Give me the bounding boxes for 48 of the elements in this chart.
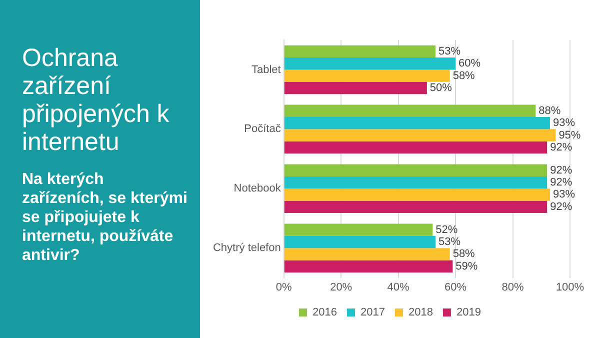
y-tick-label: Tablet	[252, 64, 281, 76]
text: Na kterých zařízeních, se kterými se připojujete k internetu, používáte antivir?	[22, 170, 188, 265]
data-label: 58%	[452, 248, 476, 260]
y-tick-label: Notebook	[234, 182, 282, 195]
bar	[284, 45, 436, 58]
data-label: 60%	[458, 58, 481, 70]
data-label: 58%	[452, 70, 476, 82]
bar	[284, 70, 450, 82]
legend-label: 2019	[456, 306, 481, 319]
data-label: 92%	[550, 141, 572, 154]
data-label: 92%	[550, 176, 572, 189]
bar	[284, 164, 548, 176]
bar	[284, 104, 536, 117]
bar	[284, 58, 456, 70]
x-tick-label: 60%	[444, 281, 467, 294]
bar	[284, 224, 433, 236]
bar	[284, 260, 453, 272]
bar	[284, 82, 427, 94]
data-label: 88%	[538, 104, 561, 117]
bar	[284, 188, 550, 201]
bar	[284, 236, 436, 248]
bar	[284, 141, 548, 154]
data-label: 93%	[552, 117, 576, 130]
legend-label: 2016	[312, 306, 338, 319]
data-label: 95%	[558, 129, 581, 142]
y-tick-label: Počítač	[244, 123, 282, 136]
bar	[284, 116, 550, 130]
data-label: 59%	[456, 260, 478, 272]
data-label: 53%	[438, 236, 461, 248]
legend-label: 2017	[360, 306, 386, 319]
y-tick-label: Chytrý telefon	[212, 242, 281, 254]
bar	[284, 129, 556, 142]
bar	[284, 176, 548, 189]
x-tick-label: 40%	[387, 281, 410, 294]
x-tick-label: 20%	[330, 281, 352, 294]
data-label: 92%	[550, 164, 572, 176]
data-label: 52%	[436, 224, 458, 236]
bar	[284, 200, 548, 213]
data-label: 92%	[550, 200, 572, 213]
legend-label: 2018	[408, 306, 433, 319]
x-tick-label: 100%	[556, 281, 584, 294]
data-label: 93%	[552, 188, 576, 201]
data-label: 50%	[430, 82, 452, 94]
x-tick-label: 0%	[276, 281, 292, 294]
x-tick-label: 80%	[502, 281, 524, 294]
bar	[284, 248, 450, 260]
data-label: 53%	[438, 45, 461, 58]
text: Ochrana zařízení připojených k internetu	[22, 44, 170, 156]
